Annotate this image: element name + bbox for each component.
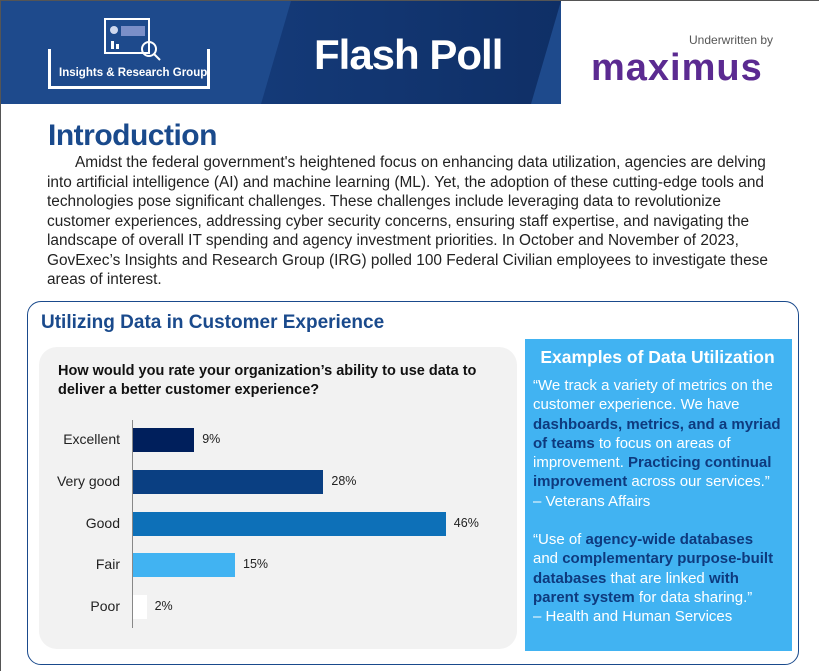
quote-text: “Use of xyxy=(533,531,586,549)
bar-fair xyxy=(133,553,235,578)
quote-text: and xyxy=(533,550,563,568)
chart-card xyxy=(39,347,517,649)
quote-veterans-affairs: “We track a variety of metrics on the cu… xyxy=(533,376,782,511)
quote-source: – Veterans Affairs xyxy=(533,492,651,510)
quote-text: across our services.” xyxy=(627,473,770,491)
presentation-chart-icon xyxy=(104,18,161,61)
examples-box: Examples of Data Utilization “We track a… xyxy=(525,339,792,651)
header-banner: Insights & Research Group Flash Poll Und… xyxy=(1,1,819,104)
quote-highlight: complementary purpose-built databases xyxy=(533,550,774,587)
examples-title: Examples of Data Utilization xyxy=(540,347,775,367)
chart-axis xyxy=(132,420,133,628)
data-label: 46% xyxy=(453,515,479,530)
quote-highlight: dashboards, metrics, and a myriad of tea… xyxy=(533,415,781,452)
intro-body: Amidst the federal government's heighten… xyxy=(47,154,768,288)
bar-poor xyxy=(133,595,147,620)
quote-highlight: with parent system xyxy=(533,569,739,606)
bar-excellent xyxy=(133,428,195,452)
quote-text: that are linked xyxy=(606,569,709,587)
quote-highlight: Practicing continual improvement xyxy=(533,454,772,491)
section-title: Utilizing Data in Customer Experience xyxy=(41,312,385,333)
data-label: 2% xyxy=(154,599,173,614)
quote-source: – Health and Human Services xyxy=(533,608,733,626)
bar-good xyxy=(133,511,446,536)
logo-text: Insights & Research Group xyxy=(59,67,208,79)
underwritten-label: Underwritten by xyxy=(689,33,774,47)
quote-text: to focus on areas of improvement. xyxy=(533,434,731,472)
section-frame xyxy=(27,301,799,665)
banner-title: Flash Poll xyxy=(314,31,503,78)
quote-text: for data sharing.” xyxy=(634,588,753,606)
sponsor-logo: maximus xyxy=(591,47,763,89)
banner-network-bg xyxy=(261,1,561,104)
category-label: Excellent xyxy=(63,431,120,447)
intro-heading: Introduction xyxy=(48,119,217,152)
quote-highlight: agency-wide databases xyxy=(585,531,754,549)
chart-title: How would you rate your organization’s a… xyxy=(58,363,477,398)
bar-very-good xyxy=(133,469,324,494)
category-label: Fair xyxy=(95,556,120,573)
data-label: 28% xyxy=(331,473,357,488)
quote-text: “We track a variety of metrics on the cu… xyxy=(533,377,773,414)
category-label: Very good xyxy=(56,472,120,489)
data-label: 15% xyxy=(243,557,269,572)
quote-hhs: “Use of agency-wide databases and comple… xyxy=(533,530,782,626)
logo-frame xyxy=(48,49,210,89)
category-label: Good xyxy=(85,514,120,531)
data-label: 9% xyxy=(202,432,221,446)
category-label: Poor xyxy=(90,598,120,615)
